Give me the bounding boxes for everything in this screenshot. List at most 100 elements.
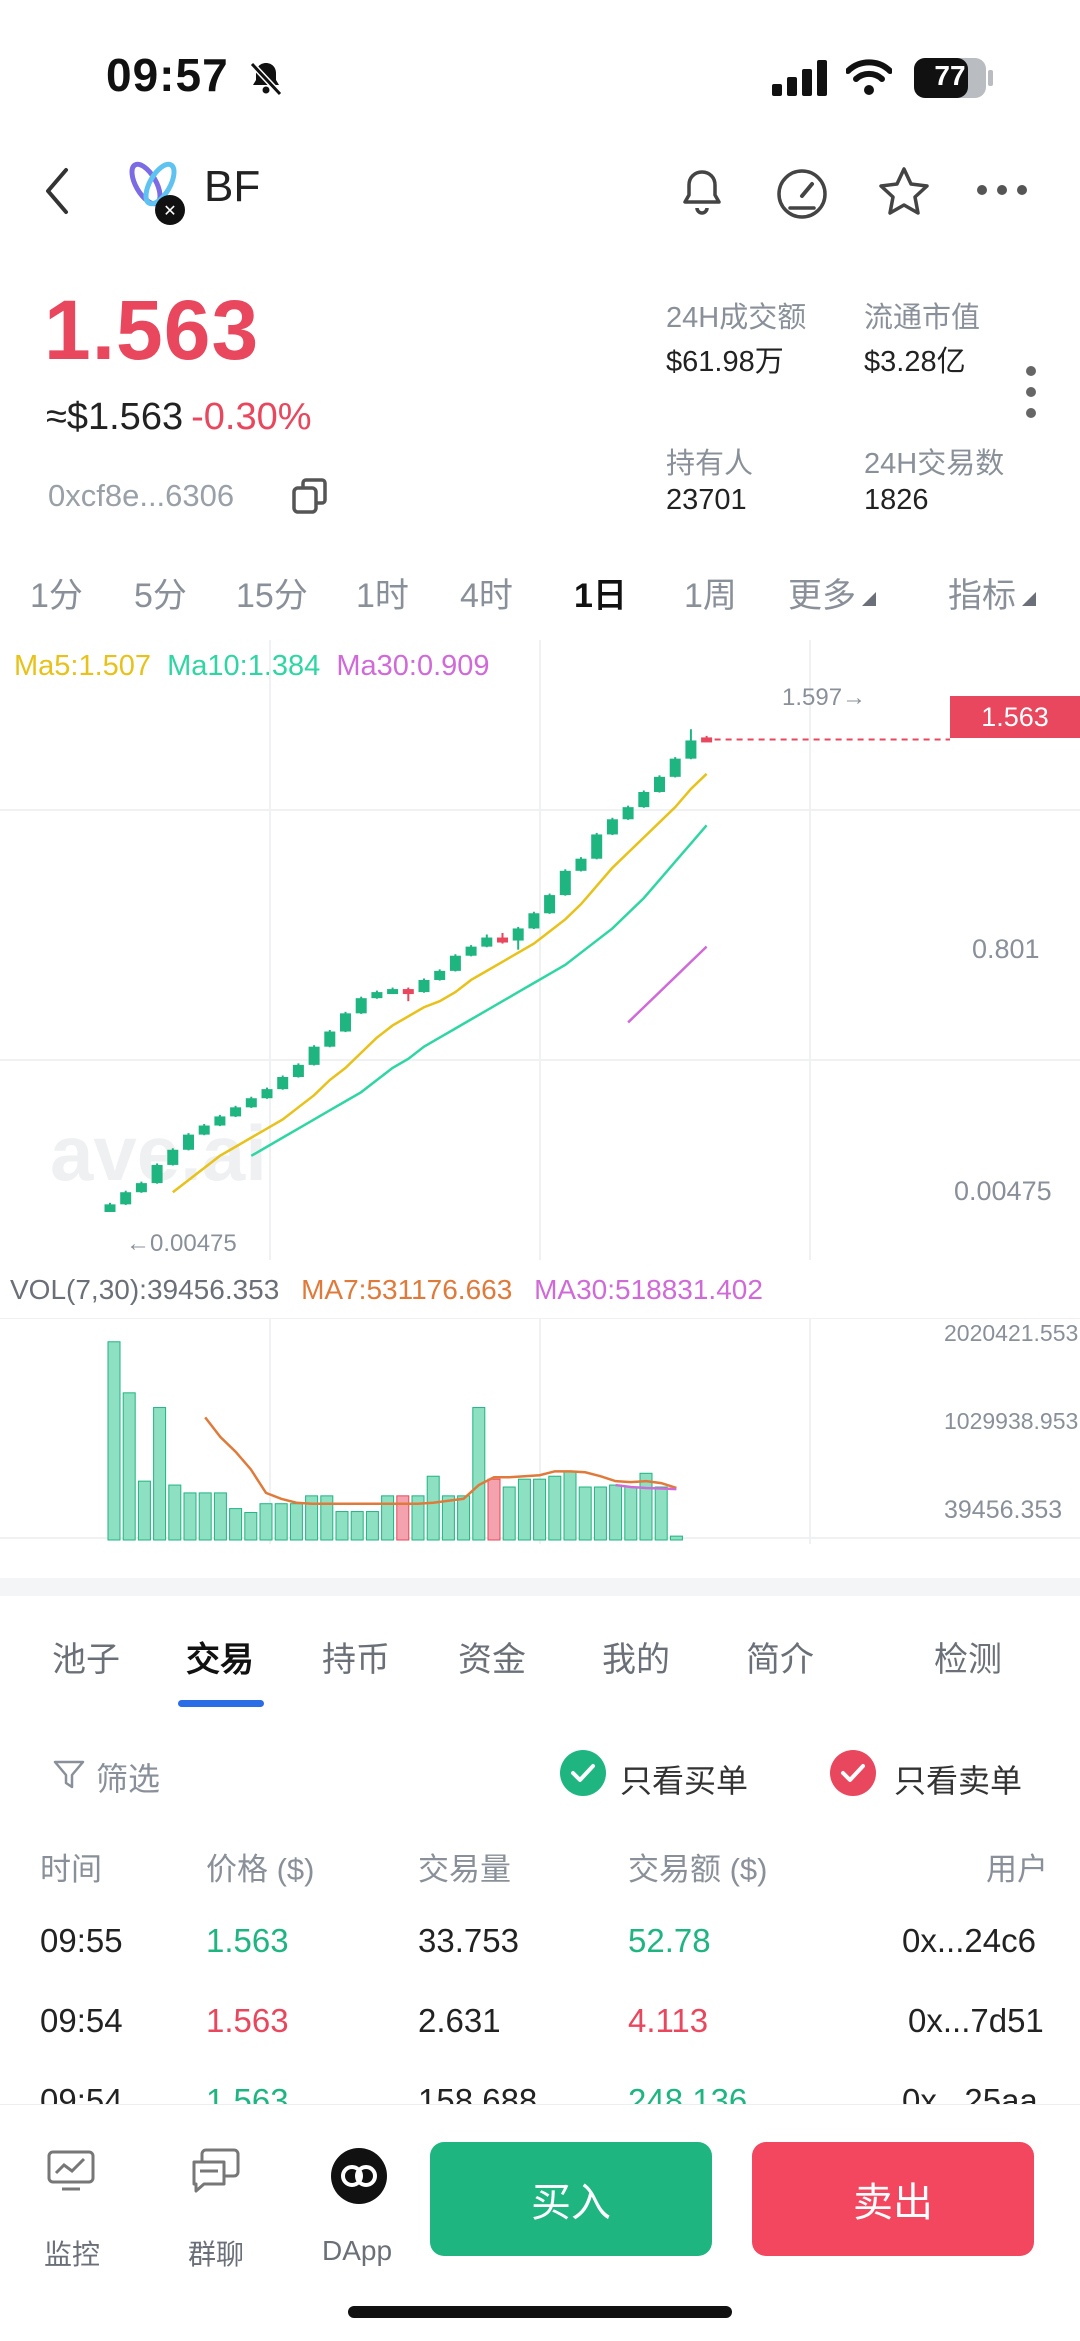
filter-label[interactable]: 筛选 (96, 1761, 161, 1797)
buy-only-checkbox[interactable] (560, 1750, 606, 1796)
group-chat-icon[interactable] (190, 2147, 242, 2195)
current-price-tag: 1.563 (950, 696, 1080, 738)
buy-only-label[interactable]: 只看买单 (620, 1763, 749, 1799)
indicators-caret-icon (1022, 592, 1036, 606)
sell-only-checkbox[interactable] (830, 1750, 876, 1796)
volume-bar (563, 1470, 577, 1541)
volume-bar (533, 1478, 547, 1541)
filter-icon[interactable] (52, 1758, 86, 1792)
timeframe-more[interactable]: 更多 (788, 577, 856, 615)
volume-bar (259, 1503, 273, 1541)
timeframe-1w[interactable]: 1周 (684, 577, 737, 615)
volume-bar (578, 1486, 592, 1541)
ma10-value: Ma10:1.384 (167, 650, 321, 682)
check-icon (841, 1764, 865, 1782)
axis-label-mid: 0.801 (972, 934, 1040, 964)
bell-icon[interactable] (676, 166, 728, 218)
candle-body (559, 870, 571, 896)
trade-user[interactable]: 0x...7d51 (908, 2002, 1044, 2039)
volume-bar (107, 1341, 121, 1541)
axis-label-bottom: 0.00475 (954, 1176, 1052, 1206)
col-header-amount: 交易量 (418, 1852, 511, 1887)
candle-body (481, 937, 493, 947)
stat-value-trades: 1826 (864, 484, 929, 516)
copy-icon[interactable] (290, 476, 330, 516)
signal-icon (772, 60, 827, 96)
volume-bar (426, 1475, 440, 1541)
star-icon[interactable] (876, 164, 932, 220)
volume-chart[interactable] (0, 1318, 1080, 1544)
candle-body (104, 1204, 116, 1212)
trade-user[interactable]: 0x...24c6 (902, 1922, 1036, 1959)
timeframe-1d[interactable]: 1日 (574, 577, 627, 615)
volume-bar (457, 1495, 471, 1541)
timeframe-15m[interactable]: 15分 (236, 577, 308, 615)
volume-bar (350, 1511, 364, 1541)
tab-check[interactable]: 检测 (934, 1641, 1002, 1679)
monitor-label[interactable]: 监控 (44, 2239, 101, 2270)
tab-trades[interactable]: 交易 (186, 1641, 254, 1679)
tab-mine[interactable]: 我的 (602, 1641, 670, 1679)
sell-only-label[interactable]: 只看卖单 (894, 1763, 1023, 1799)
volume-bar (168, 1484, 182, 1541)
battery-level: 77 (934, 60, 966, 91)
tab-holders[interactable]: 持币 (322, 1641, 390, 1679)
vol-axis-top: 2020421.553 (944, 1320, 1079, 1346)
ma5-value: Ma5:1.507 (14, 650, 152, 682)
dapp-icon[interactable] (330, 2147, 388, 2205)
volume-bar (365, 1511, 379, 1541)
trade-amount: 33.753 (418, 1922, 519, 1959)
watermark: ave.ai (50, 1109, 267, 1197)
nav-header: ✕ BF (0, 150, 1080, 280)
candle-body (622, 807, 634, 820)
buy-button[interactable]: 买入 (430, 2142, 712, 2256)
volume-bar (320, 1495, 334, 1541)
sell-button[interactable]: 卖出 (752, 2142, 1034, 2256)
candle-body (371, 992, 383, 999)
col-header-value: 交易额 ($) (628, 1852, 768, 1887)
bell-muted-icon (249, 61, 283, 97)
back-icon[interactable] (42, 166, 72, 216)
token-logo-icon: ✕ (129, 161, 185, 225)
stats-more-icon[interactable] (1024, 364, 1038, 420)
candle-body (167, 1149, 179, 1165)
candle-body (340, 1013, 351, 1032)
timeframe-1h[interactable]: 1时 (356, 577, 409, 615)
more-caret-icon (862, 592, 876, 606)
candle-body (387, 989, 399, 995)
volume-bar (381, 1495, 395, 1541)
low-marker: ←0.00475 (126, 1230, 237, 1257)
col-header-user: 用户 (986, 1852, 1048, 1887)
timeframe-1m[interactable]: 1分 (30, 577, 83, 615)
candle-body (355, 998, 367, 1014)
volume-bar (305, 1495, 319, 1541)
battery-tip (988, 70, 993, 86)
candle-body (575, 858, 587, 871)
volume-bar (335, 1511, 349, 1541)
volume-bar (517, 1478, 531, 1541)
candle-body (544, 895, 556, 914)
monitor-icon[interactable] (46, 2149, 96, 2193)
home-indicator (348, 2306, 732, 2318)
tab-funds[interactable]: 资金 (458, 1641, 526, 1679)
volume-bar (472, 1407, 486, 1541)
candle-body (308, 1046, 320, 1065)
gauge-icon[interactable] (774, 166, 830, 222)
group-chat-label[interactable]: 群聊 (188, 2239, 245, 2270)
ma-legend: Ma5:1.507 Ma10:1.384 Ma30:0.909 (14, 650, 490, 683)
volume-bar (229, 1508, 243, 1541)
tab-pool[interactable]: 池子 (52, 1641, 120, 1679)
more-icon[interactable] (974, 180, 1030, 200)
trade-value: 4.113 (628, 2002, 709, 2039)
timeframe-indicators[interactable]: 指标 (948, 577, 1016, 615)
contract-address: 0xcf8e...6306 (48, 478, 235, 513)
volume-bar (624, 1486, 638, 1541)
trade-price: 1.563 (206, 1922, 289, 1959)
dapp-label[interactable]: DApp (322, 2235, 393, 2266)
candle-body (591, 834, 603, 859)
tab-intro[interactable]: 简介 (746, 1641, 814, 1679)
volume-bar (213, 1492, 227, 1541)
price-chart[interactable]: ave.ai (0, 640, 1080, 1260)
timeframe-5m[interactable]: 5分 (134, 577, 187, 615)
timeframe-4h[interactable]: 4时 (460, 577, 513, 615)
